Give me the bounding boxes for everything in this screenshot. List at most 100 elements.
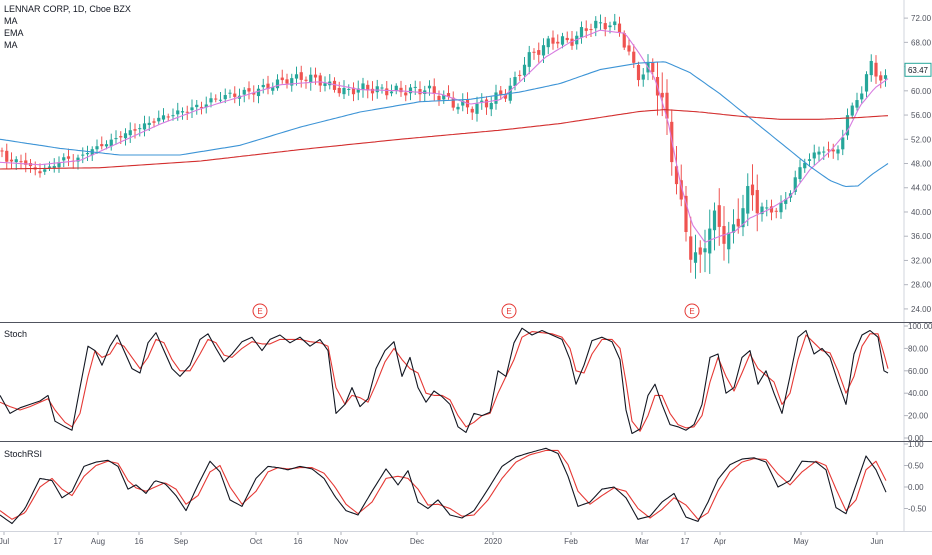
candle-body: [836, 149, 840, 154]
candle-up: [190, 99, 194, 119]
stoch-tick-label: 100.00: [908, 322, 932, 331]
candle-body: [95, 146, 99, 150]
candle-body: [518, 74, 522, 76]
price-tick-label: 24.00: [911, 305, 932, 314]
stochrsi-tick-label: 0.50: [908, 462, 924, 471]
candle-up: [860, 86, 864, 104]
candle-up: [850, 102, 854, 119]
candle-down: [299, 65, 303, 88]
stoch-tick-label: 20.00: [908, 412, 929, 421]
price-tick-label: 68.00: [911, 38, 932, 47]
candle-down: [636, 61, 641, 87]
time-tick-label: 16: [294, 537, 303, 546]
candle-body: [551, 37, 555, 44]
candle-up: [347, 84, 351, 96]
stochrsi-pane[interactable]: StochRSI: [0, 447, 887, 525]
candle-body: [119, 136, 123, 138]
candle-body: [883, 75, 888, 79]
candle-down: [537, 42, 541, 63]
indicator-label-ma-long[interactable]: MA: [4, 40, 18, 50]
candle-body: [100, 144, 104, 147]
candle-body: [128, 130, 132, 136]
candle-down: [185, 105, 189, 120]
candle-up: [731, 209, 736, 244]
candle-body: [266, 83, 270, 89]
candle-up: [841, 129, 845, 156]
candle-up: [560, 32, 565, 49]
indicator-label-ema[interactable]: EMA: [4, 28, 24, 38]
candle-up: [803, 158, 807, 173]
stochrsi-title[interactable]: StochRSI: [4, 449, 42, 459]
earnings-marker[interactable]: E: [684, 303, 700, 319]
candle-body: [746, 186, 750, 214]
candle-body: [584, 28, 588, 31]
candle-body: [57, 162, 61, 168]
candle-body: [375, 86, 379, 93]
candle-body: [817, 151, 821, 155]
earnings-marker-circle[interactable]: [684, 303, 700, 319]
candle-body: [807, 159, 812, 161]
stochrsi-tick-labels: 1.00 0.50 0.00 -0.50: [904, 440, 927, 514]
candle-down: [874, 55, 878, 84]
candle-body: [313, 74, 318, 78]
time-tick-label: 16: [135, 537, 144, 546]
candle-body: [0, 150, 4, 152]
candle-body: [418, 89, 422, 95]
candle-body: [361, 83, 365, 90]
candle-body: [233, 93, 237, 97]
candle-body: [750, 184, 755, 196]
candle-up: [361, 77, 365, 98]
candle-body: [660, 92, 664, 98]
candle-body: [841, 137, 845, 150]
candle-down: [499, 86, 503, 100]
stoch-pane[interactable]: Stoch: [0, 327, 889, 435]
candle-body: [480, 100, 484, 103]
candle-body: [104, 144, 109, 147]
candle-up: [798, 159, 802, 183]
candle-up: [228, 89, 232, 99]
candle-down: [351, 82, 356, 102]
candle-down: [470, 106, 474, 120]
candle-body: [594, 20, 598, 29]
candle-down: [233, 86, 237, 104]
candle-body: [774, 210, 778, 212]
candle-up: [527, 45, 531, 75]
candle-body: [494, 92, 498, 104]
candle-down: [831, 143, 835, 159]
candle-body: [475, 103, 479, 114]
candle-body: [290, 78, 294, 86]
candle-up: [703, 229, 707, 273]
candle-body: [252, 92, 256, 95]
candle-down: [698, 240, 702, 273]
price-tick-label: 72.00: [911, 14, 932, 23]
candle-body: [309, 74, 313, 83]
stoch-title[interactable]: Stoch: [4, 329, 27, 339]
candle-down: [660, 72, 664, 117]
candle-up: [242, 87, 246, 103]
candle-body: [461, 100, 465, 106]
candle-up: [855, 92, 859, 111]
candle-body: [109, 139, 113, 147]
candle-up: [712, 202, 717, 251]
candle-up: [598, 14, 603, 31]
candle-body: [161, 115, 166, 120]
indicator-label-ma[interactable]: MA: [4, 16, 18, 26]
candle-down: [370, 81, 375, 101]
candle-body: [831, 149, 835, 152]
price-axis[interactable]: 72.0068.0064.0060.0056.0052.0048.0044.00…: [903, 0, 932, 532]
earnings-marker-circle[interactable]: [252, 303, 268, 319]
time-axis[interactable]: Jul 17 Aug 16 Sep Oct 16 Nov Dec 2020 Feb Mar 17 Apr M…: [0, 532, 883, 546]
candle-body: [437, 95, 441, 101]
earnings-marker-circle[interactable]: [501, 303, 517, 319]
candle-up: [864, 71, 869, 98]
price-pane[interactable]: E E E LENNAR CORP, 1D, Cboe BZX MA EMA MA: [0, 4, 889, 319]
candle-body: [470, 108, 474, 113]
earnings-marker[interactable]: E: [252, 303, 268, 319]
candle-body: [499, 90, 503, 96]
stochrsi-tick-label: 1.00: [908, 440, 924, 449]
earnings-marker[interactable]: E: [501, 303, 517, 319]
price-tick-label: 56.00: [911, 111, 932, 120]
